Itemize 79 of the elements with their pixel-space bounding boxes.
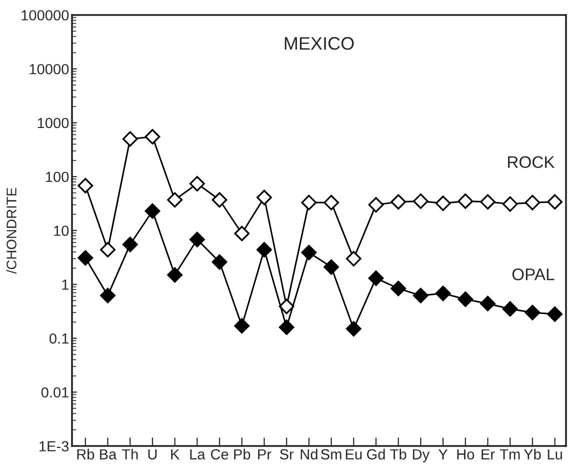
point: [524, 304, 540, 320]
point: [458, 193, 474, 209]
point: [390, 280, 406, 296]
point: [502, 196, 518, 212]
point: [368, 270, 384, 286]
point: [234, 226, 250, 242]
point: [144, 129, 160, 144]
y-tick-label: 10: [54, 226, 69, 236]
x-tick-label: Lu: [548, 449, 562, 460]
point: [412, 193, 428, 209]
point: [278, 298, 294, 314]
y-tick-label: 0.1: [50, 333, 69, 344]
point: [122, 131, 138, 147]
point: [346, 321, 362, 336]
point: [435, 286, 451, 302]
series-label: OPAL: [512, 268, 554, 280]
point: [458, 292, 474, 307]
point: [212, 192, 228, 208]
point: [100, 288, 116, 304]
x-tick-label: Yb: [524, 448, 541, 460]
point: [278, 320, 294, 335]
x-tick-label: Ho: [457, 449, 474, 460]
point: [78, 178, 94, 194]
point: [189, 176, 205, 192]
x-tick-label: Y: [438, 449, 448, 460]
x-tick-label: Pr: [258, 449, 272, 460]
x-tick-label: Er: [482, 449, 495, 460]
x-tick-label: Tb: [390, 448, 406, 460]
point: [547, 306, 563, 322]
x-tick-label: La: [190, 449, 206, 460]
y-tick-label: 100000: [22, 10, 69, 20]
point: [234, 318, 250, 334]
y-tick-label: 1E-3: [40, 441, 69, 452]
point: [301, 244, 317, 260]
point: [547, 194, 563, 210]
point: [390, 194, 406, 210]
x-tick-label: Ce: [210, 449, 228, 460]
x-tick-label: Tm: [500, 449, 520, 460]
point: [368, 197, 384, 213]
point: [100, 242, 116, 258]
text: MEXICO: [284, 37, 354, 50]
x-tick-label: Dy: [412, 449, 430, 462]
point: [435, 196, 451, 211]
point: [78, 250, 94, 266]
x-tick-label: Sr: [280, 449, 294, 460]
y-tick-label: 1: [62, 280, 69, 290]
point: [212, 254, 228, 270]
x-tick-label: U: [148, 449, 157, 460]
x-tick-label: Pb: [234, 448, 250, 460]
point: [524, 194, 540, 210]
y-tick-label: 10000: [30, 64, 69, 74]
point: [324, 194, 340, 210]
point: [480, 194, 496, 210]
x-tick-label: Th: [122, 448, 138, 460]
point: [346, 250, 362, 266]
x-tick-label: Ba: [100, 449, 117, 460]
point: [256, 242, 272, 258]
point: [189, 232, 205, 248]
point: [122, 236, 138, 252]
point: [412, 288, 428, 304]
point: [256, 190, 272, 206]
series-label: ROCK: [508, 156, 555, 168]
point: [167, 267, 183, 283]
point: [144, 203, 160, 219]
x-tick-label: Gd: [367, 448, 385, 460]
point: [301, 194, 317, 210]
point: [167, 192, 183, 208]
x-tick-label: Sm: [321, 449, 342, 460]
y-tick-label: 100: [46, 172, 69, 182]
x-tick-label: K: [171, 449, 180, 460]
x-tick-label: Rb: [77, 448, 94, 460]
point: [324, 259, 340, 275]
y-tick-label: 1000: [38, 118, 69, 128]
x-tick-label: Eu: [346, 449, 362, 460]
y-tick-label: 0.01: [41, 387, 69, 398]
x-tick-label: Nd: [300, 448, 318, 460]
point: [480, 296, 496, 312]
y-axis-title: /CHONDRITE: [6, 188, 16, 274]
point: [502, 301, 518, 317]
